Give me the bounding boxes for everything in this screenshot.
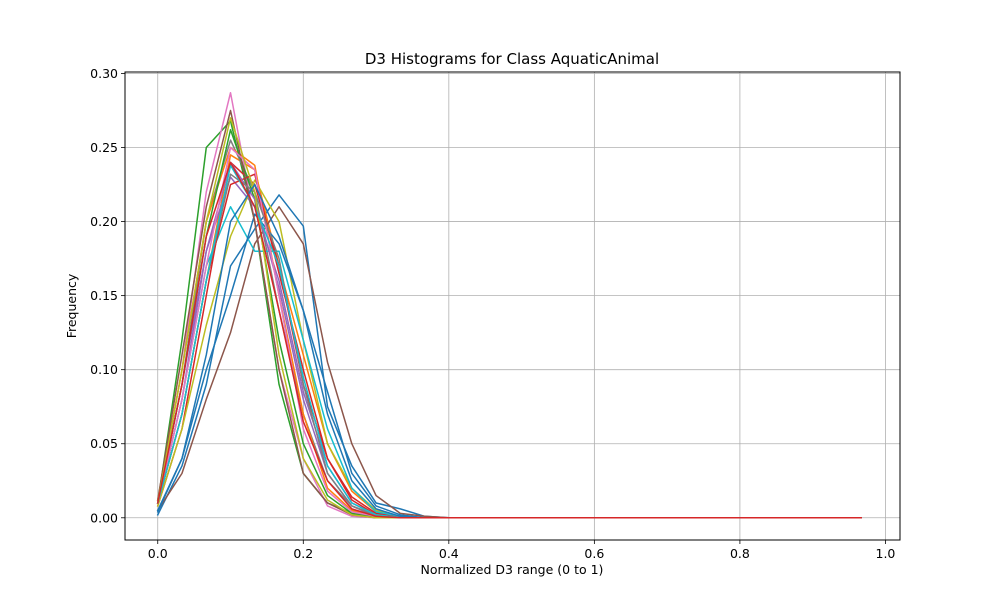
y-tick-label: 0.20 [90, 214, 118, 229]
y-tick-label: 0.15 [90, 288, 118, 303]
y-tick-label: 0.25 [90, 140, 118, 155]
y-tick-label: 0.00 [90, 510, 118, 525]
x-tick-label: 0.8 [730, 546, 750, 561]
plot-frame [124, 71, 901, 541]
y-tick-label: 0.10 [90, 362, 118, 377]
y-tick-label: 0.05 [90, 436, 118, 451]
x-tick-label: 1.0 [876, 546, 896, 561]
chart-title: D3 Histograms for Class AquaticAnimal [365, 50, 659, 68]
series-line-22 [156, 161, 862, 519]
series-layer [156, 91, 862, 519]
x-tick-label: 0.0 [148, 546, 168, 561]
x-tick-label: 0.6 [584, 546, 604, 561]
tick-layer: 0.0 0.2 0.4 0.6 0.8 1.0 0.00 0.05 0.10 0.15 0.20 0.… [90, 66, 895, 561]
x-axis-label: Normalized D3 range (0 to 1) [421, 562, 604, 577]
x-tick-label: 0.2 [293, 546, 313, 561]
y-axis-label: Frequency [64, 273, 79, 338]
x-tick-label: 0.4 [439, 546, 459, 561]
y-tick-label: 0.30 [90, 66, 118, 81]
